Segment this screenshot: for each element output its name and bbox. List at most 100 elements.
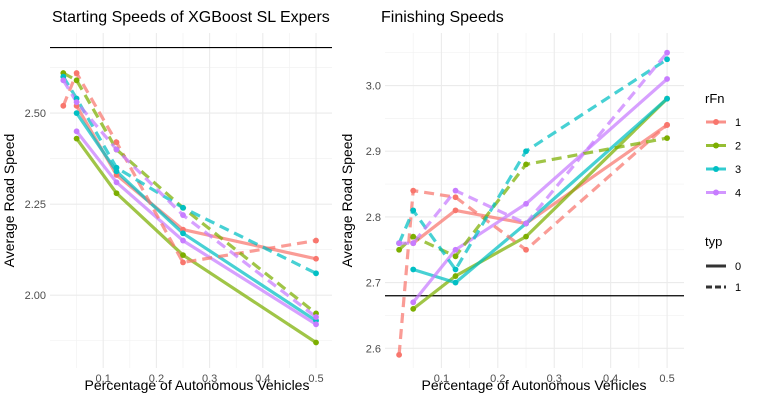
x-tick-label: 0.2 bbox=[149, 373, 164, 385]
data-point-rfn-3-typ-0 bbox=[410, 266, 417, 273]
series-line-rfn-4-typ-0 bbox=[75, 130, 317, 326]
legend-label-rfn: 4 bbox=[735, 188, 741, 200]
data-point-rfn-4-typ-1 bbox=[60, 77, 67, 84]
data-point-rfn-1-typ-1 bbox=[664, 122, 670, 128]
x-tick-label: 0.3 bbox=[547, 373, 562, 385]
data-point-rfn-4-typ-0 bbox=[664, 76, 670, 82]
data-point-rfn-2-typ-0 bbox=[113, 190, 120, 197]
data-point-rfn-4-typ-1 bbox=[410, 240, 417, 247]
data-point-rfn-4-typ-0 bbox=[523, 200, 529, 207]
series-line-rfn-1-typ-1 bbox=[397, 123, 669, 356]
data-point-rfn-4-typ-1 bbox=[180, 212, 186, 218]
data-point-rfn-4-typ-0 bbox=[313, 321, 319, 328]
x-tick-label: 0.2 bbox=[490, 373, 505, 385]
data-point-rfn-4-typ-0 bbox=[73, 128, 80, 135]
legend-label-rfn: 3 bbox=[735, 164, 741, 176]
legend-key-point-rfn-2 bbox=[713, 142, 719, 149]
data-point-rfn-3-typ-1 bbox=[113, 164, 120, 171]
data-point-rfn-1-typ-1 bbox=[410, 187, 417, 194]
x-tick-label: 0.5 bbox=[659, 373, 674, 385]
data-point-rfn-1-typ-1 bbox=[60, 102, 67, 109]
data-point-rfn-1-typ-1 bbox=[180, 259, 186, 266]
data-point-rfn-3-typ-0 bbox=[73, 110, 80, 117]
legend-label-rfn: 2 bbox=[735, 141, 741, 153]
data-point-rfn-2-typ-0 bbox=[410, 305, 417, 312]
y-tick-label: 2.6 bbox=[366, 343, 381, 355]
data-point-rfn-2-typ-1 bbox=[664, 135, 670, 141]
y-axis-label: Average Road Speed bbox=[1, 134, 17, 268]
data-point-rfn-2-typ-1 bbox=[452, 253, 459, 260]
data-point-rfn-4-typ-0 bbox=[180, 237, 186, 244]
data-point-rfn-1-typ-1 bbox=[113, 139, 120, 146]
x-axis-label: Percentage of Autonomous Vehicles bbox=[85, 377, 310, 393]
data-point-rfn-2-typ-0 bbox=[523, 233, 529, 240]
legend-key-point-rfn-3 bbox=[713, 166, 719, 172]
data-point-rfn-1-typ-0 bbox=[313, 255, 319, 262]
data-point-rfn-1-typ-1 bbox=[396, 351, 403, 358]
legend-key-point-rfn-4 bbox=[713, 189, 719, 196]
data-point-rfn-2-typ-0 bbox=[180, 252, 186, 259]
data-point-rfn-2-typ-1 bbox=[523, 161, 529, 168]
x-tick-label: 0.5 bbox=[308, 373, 323, 385]
data-point-rfn-2-typ-0 bbox=[313, 339, 319, 346]
data-point-rfn-3-typ-1 bbox=[180, 204, 186, 211]
legend: rFn 1 2 3 4 typ 0 1 bbox=[705, 91, 741, 294]
y-tick-label: 2.50 bbox=[25, 108, 46, 120]
data-point-rfn-3-typ-0 bbox=[452, 279, 459, 286]
data-point-rfn-4-typ-1 bbox=[73, 99, 80, 106]
data-point-rfn-3-typ-1 bbox=[410, 207, 417, 214]
series-line-rfn-4-typ-0 bbox=[411, 77, 669, 304]
data-point-rfn-2-typ-0 bbox=[73, 135, 80, 142]
data-point-rfn-4-typ-0 bbox=[452, 246, 459, 253]
series-line-rfn-3-typ-1 bbox=[397, 57, 668, 272]
data-point-rfn-3-typ-1 bbox=[664, 56, 670, 63]
y-axis-label: Average Road Speed bbox=[339, 134, 355, 268]
data-point-rfn-3-typ-1 bbox=[452, 266, 459, 273]
data-point-rfn-4-typ-1 bbox=[113, 146, 120, 153]
series-line-rfn-2-typ-0 bbox=[75, 137, 317, 344]
series-line-rfn-2-typ-0 bbox=[412, 97, 669, 311]
panel-starting-speeds: 0.1 0.2 0.3 0.4 0.5 2.00 2.25 2.50 Starting Spee… bbox=[1, 9, 332, 393]
data-point-rfn-3-typ-0 bbox=[664, 95, 670, 102]
panel-title: Starting Speeds of XGBoost SL Expers bbox=[52, 9, 330, 26]
data-point-rfn-1-typ-1 bbox=[73, 70, 80, 76]
data-point-rfn-3-typ-1 bbox=[523, 148, 529, 155]
legend-label-rfn: 1 bbox=[735, 117, 741, 129]
data-point-rfn-4-typ-1 bbox=[396, 240, 403, 247]
x-tick-label: 0.4 bbox=[255, 373, 270, 385]
data-point-rfn-1-typ-1 bbox=[523, 246, 529, 253]
y-tick-label: 2.25 bbox=[25, 199, 46, 211]
legend-title-typ: typ bbox=[705, 234, 722, 249]
data-point-rfn-2-typ-1 bbox=[73, 77, 80, 84]
data-point-rfn-1-typ-1 bbox=[313, 237, 319, 244]
legend-label-typ: 0 bbox=[735, 261, 741, 273]
data-point-rfn-4-typ-1 bbox=[523, 220, 529, 227]
data-point-rfn-4-typ-1 bbox=[664, 49, 670, 56]
data-point-rfn-4-typ-1 bbox=[452, 187, 459, 194]
series-line-rfn-1-typ-0 bbox=[412, 123, 669, 245]
y-tick-label: 3.0 bbox=[366, 81, 381, 93]
data-point-rfn-2-typ-1 bbox=[410, 233, 417, 240]
legend-title-rfn: rFn bbox=[705, 91, 725, 106]
y-tick-label: 2.7 bbox=[366, 278, 381, 290]
y-tick-label: 2.00 bbox=[25, 290, 46, 302]
x-tick-label: 0.4 bbox=[603, 373, 618, 385]
data-point-rfn-4-typ-0 bbox=[113, 179, 120, 186]
y-tick-label: 2.8 bbox=[366, 212, 381, 224]
panel-title: Finishing Speeds bbox=[381, 9, 504, 26]
data-point-rfn-3-typ-1 bbox=[313, 270, 319, 277]
data-point-rfn-4-typ-1 bbox=[313, 314, 319, 320]
panel-finishing-speeds: 0.1 0.2 0.3 0.4 0.5 2.6 2.7 2.8 2.9 3.0 Finishing … bbox=[339, 9, 684, 393]
data-point-rfn-2-typ-1 bbox=[396, 246, 403, 253]
x-tick-label: 0.1 bbox=[96, 373, 111, 385]
data-point-rfn-3-typ-0 bbox=[180, 230, 186, 237]
data-point-rfn-1-typ-1 bbox=[452, 194, 459, 201]
x-tick-label: 0.1 bbox=[434, 373, 449, 385]
legend-label-typ: 1 bbox=[735, 282, 741, 294]
series-line-rfn-2-typ-1 bbox=[62, 71, 317, 315]
data-point-rfn-1-typ-0 bbox=[452, 207, 459, 214]
data-point-rfn-4-typ-0 bbox=[410, 299, 417, 306]
y-tick-label: 2.9 bbox=[366, 146, 381, 158]
